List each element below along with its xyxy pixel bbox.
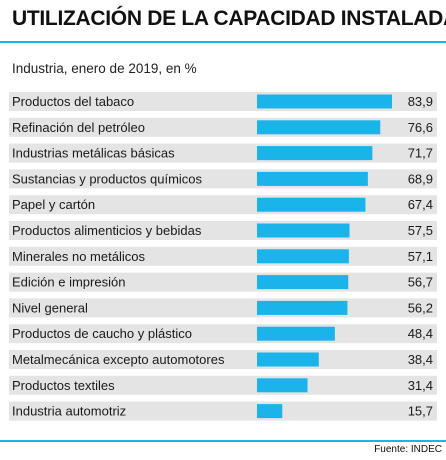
bar xyxy=(257,378,308,393)
bar-row: Productos textiles 31,4 xyxy=(9,375,437,395)
bar-row: Industrias metálicas básicas 71,7 xyxy=(9,143,437,163)
title-divider xyxy=(0,41,446,43)
category-label: Nivel general xyxy=(12,300,88,315)
bar xyxy=(257,223,350,238)
value-label: 15,7 xyxy=(408,404,433,419)
category-label: Productos textiles xyxy=(12,378,115,393)
source-note: Fuente: INDEC xyxy=(374,444,442,455)
value-label: 68,9 xyxy=(408,171,433,186)
category-label: Sustancias y productos químicos xyxy=(12,171,203,186)
chart-subtitle: Industria, enero de 2019, en % xyxy=(12,61,197,76)
bar xyxy=(257,404,283,419)
value-label: 56,7 xyxy=(408,275,433,290)
row-stripe xyxy=(9,401,437,421)
category-label: Productos de caucho y plástico xyxy=(12,326,192,341)
bar xyxy=(257,352,319,367)
bar-row: Productos alimenticios y bebidas 57,5 xyxy=(9,221,437,240)
row-stripe xyxy=(9,375,437,395)
value-label: 71,7 xyxy=(408,146,433,161)
value-label: 67,4 xyxy=(408,197,433,212)
bar-row: Sustancias y productos químicos 68,9 xyxy=(9,169,437,189)
value-label: 56,2 xyxy=(408,300,433,315)
bar-row: Minerales no metálicos 57,1 xyxy=(9,246,437,266)
category-label: Minerales no metálicos xyxy=(12,249,145,264)
value-label: 57,1 xyxy=(408,249,433,264)
category-label: Metalmecánica excepto automotores xyxy=(12,352,225,367)
category-label: Industrias metálicas básicas xyxy=(12,146,175,161)
bar-row: Edición e impresión 56,7 xyxy=(9,272,437,292)
row-stripe xyxy=(9,350,437,369)
bar xyxy=(257,275,349,290)
bar-row: Papel y cartón 67,4 xyxy=(9,195,437,215)
value-label: 57,5 xyxy=(408,223,433,238)
bar-row: Productos del tabaco 83,9 xyxy=(9,92,437,111)
bar-row: Metalmecánica excepto automotores 38,4 xyxy=(9,350,437,369)
chart-title: UTILIZACIÓN DE LA CAPACIDAD INSTALADA xyxy=(12,7,446,30)
bar xyxy=(257,146,373,161)
category-label: Industria automotriz xyxy=(12,404,126,419)
bar-row: Nivel general 56,2 xyxy=(9,298,437,318)
value-label: 76,6 xyxy=(408,120,433,135)
category-label: Productos alimenticios y bebidas xyxy=(12,223,202,238)
bar-row: Refinación del petróleo 76,6 xyxy=(9,117,437,137)
value-label: 48,4 xyxy=(408,326,433,341)
bar xyxy=(257,171,368,186)
bar xyxy=(257,94,392,109)
bar xyxy=(257,120,381,135)
footer-divider xyxy=(0,440,446,442)
category-label: Papel y cartón xyxy=(12,197,95,212)
bar xyxy=(257,300,348,315)
bar xyxy=(257,249,349,264)
category-label: Productos del tabaco xyxy=(12,94,134,109)
category-label: Refinación del petróleo xyxy=(12,120,145,135)
value-label: 38,4 xyxy=(408,352,433,367)
bar-row: Industria automotriz 15,7 xyxy=(9,401,437,421)
bar xyxy=(257,326,335,341)
bar-row: Productos de caucho y plástico 48,4 xyxy=(9,324,437,344)
value-label: 31,4 xyxy=(408,378,433,393)
category-label: Edición e impresión xyxy=(12,275,125,290)
bar xyxy=(257,197,366,212)
value-label: 83,9 xyxy=(408,94,433,109)
